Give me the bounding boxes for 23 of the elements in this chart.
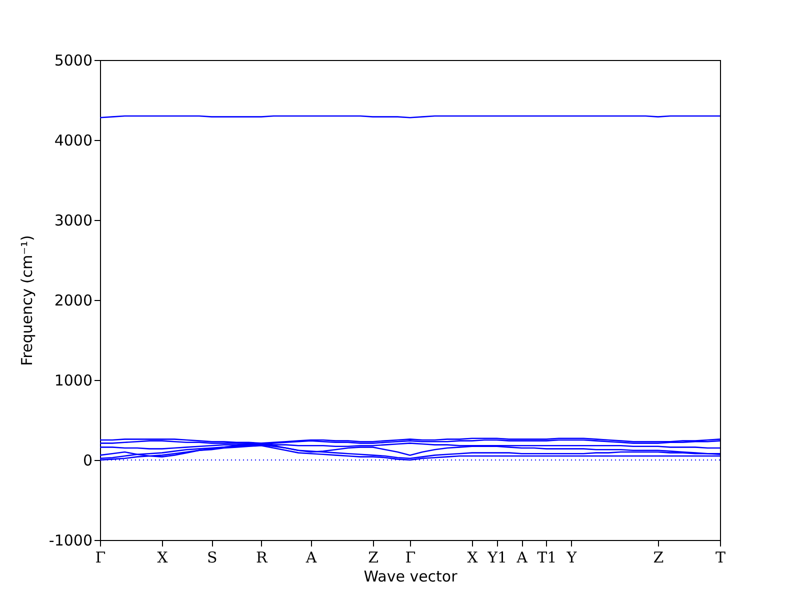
x-tick-label: Z	[653, 548, 664, 566]
x-tick-label: A	[516, 548, 528, 566]
x-tick-label: A	[304, 548, 317, 566]
y-tick-label: 2000	[54, 292, 92, 310]
x-tick-label: R	[256, 548, 268, 566]
x-tick-label: S	[206, 548, 218, 566]
y-tick-label: 0	[82, 452, 92, 470]
x-tick-label: X	[157, 548, 168, 566]
x-axis-title: Wave vector	[364, 568, 458, 586]
x-tick-label: Γ	[405, 548, 416, 566]
y-tick-label: 1000	[54, 372, 92, 390]
x-tick-label: Y1	[486, 548, 508, 566]
x-tick-label: Z	[368, 548, 379, 566]
y-tick-label: 4000	[54, 132, 92, 150]
x-tick-label: X	[467, 548, 478, 566]
x-tick-label: T1	[537, 548, 557, 566]
y-tick-label: -1000	[48, 532, 92, 550]
x-tick-label: T	[715, 548, 726, 566]
y-tick-label: 5000	[54, 52, 92, 70]
x-tick-label: Y	[566, 548, 578, 566]
x-tick-label: Γ	[95, 548, 106, 566]
y-axis-title: Frequency (cm⁻¹)	[18, 235, 36, 366]
y-tick-label: 3000	[54, 212, 92, 230]
